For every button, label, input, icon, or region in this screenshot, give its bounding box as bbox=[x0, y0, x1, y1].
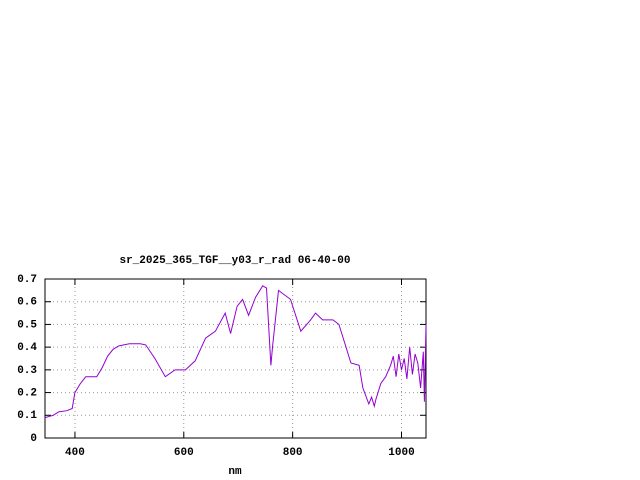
y-tick-label: 0.3 bbox=[17, 365, 37, 377]
y-tick-label: 0.5 bbox=[17, 319, 37, 331]
chart-title: sr_2025_365_TGF__y03_r_rad 06-40-00 bbox=[119, 255, 350, 267]
y-tick-label: 0 bbox=[30, 433, 37, 445]
x-tick-label: 400 bbox=[65, 447, 85, 459]
y-tick-label: 0.1 bbox=[17, 410, 37, 422]
x-tick-label: 1000 bbox=[388, 447, 414, 459]
y-tick-label: 0.6 bbox=[17, 297, 37, 309]
y-tick-label: 0.2 bbox=[17, 387, 37, 399]
x-tick-label: 600 bbox=[174, 447, 194, 459]
x-tick-label: 800 bbox=[283, 447, 303, 459]
data-line bbox=[44, 285, 427, 419]
plot-frame bbox=[44, 278, 427, 439]
x-axis-label: nm bbox=[228, 466, 242, 478]
y-tick-label: 0.4 bbox=[17, 342, 37, 354]
y-tick-label: 0.7 bbox=[17, 274, 37, 286]
